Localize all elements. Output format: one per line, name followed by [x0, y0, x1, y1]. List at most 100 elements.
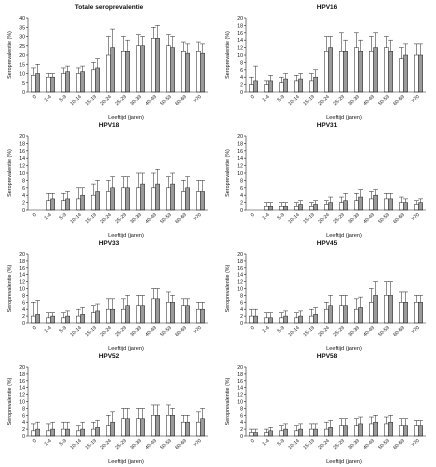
- bar: [76, 430, 81, 437]
- y-tick-label: 6: [22, 300, 25, 306]
- bar: [384, 198, 389, 211]
- bar: [358, 51, 363, 93]
- bar: [95, 67, 100, 93]
- bar: [46, 76, 51, 93]
- x-tick-label: 60-69: [392, 325, 406, 338]
- bar: [151, 298, 156, 324]
- bar: [313, 428, 318, 437]
- bar: [369, 302, 374, 324]
- y-tick-label: 18: [237, 141, 243, 147]
- x-tick-label: 40-49: [362, 438, 376, 451]
- bar: [264, 84, 269, 93]
- y-tick-label: 18: [19, 141, 25, 147]
- bar: [35, 73, 40, 93]
- bar: [324, 51, 329, 93]
- x-tick-label: 50-59: [377, 212, 391, 225]
- bar: [298, 78, 303, 93]
- y-axis-label: Seroprevalentie (%): [7, 31, 13, 79]
- y-tick-label: 0: [240, 208, 243, 214]
- y-tick-label: 12: [19, 393, 25, 399]
- x-tick-label: 50-59: [159, 325, 173, 338]
- x-tick-label: 10-14: [287, 212, 301, 225]
- chart-title: HPV58: [316, 353, 338, 360]
- x-tick-label: >70: [193, 94, 203, 104]
- x-axis-label: Leeftijd (jaren): [326, 459, 362, 465]
- bar: [125, 418, 130, 437]
- x-tick-label: 15-19: [302, 94, 316, 107]
- bar: [151, 187, 156, 211]
- y-tick-label: 12: [237, 164, 243, 170]
- bar: [196, 51, 201, 93]
- y-tick-label: 2: [240, 201, 243, 207]
- x-tick-label: 30-39: [347, 212, 361, 225]
- x-tick-label: 50-59: [159, 94, 173, 107]
- bar: [125, 51, 130, 93]
- bar: [339, 305, 344, 324]
- x-tick-label: 15-19: [302, 325, 316, 338]
- bar: [80, 428, 85, 437]
- x-tick-label: 20-24: [99, 438, 113, 451]
- x-tick-label: 5-9: [276, 212, 286, 221]
- y-tick-label: 20: [237, 252, 243, 258]
- bar: [91, 428, 96, 437]
- chart-svg: 0 5 10 15 20 25 30 35 40 Seroprevalentie (%) 0 1-4 5…: [7, 16, 208, 121]
- x-tick-label: >70: [193, 438, 203, 448]
- y-tick-label: 6: [22, 413, 25, 419]
- bar: [399, 302, 404, 324]
- x-tick-label: 1-4: [43, 325, 53, 334]
- bar: [418, 425, 423, 437]
- x-tick-label: 40-49: [362, 212, 376, 225]
- y-tick-label: 10: [19, 171, 25, 177]
- bar: [35, 314, 40, 324]
- y-tick-label: 14: [19, 386, 25, 392]
- bar: [313, 204, 318, 211]
- bar: [324, 204, 329, 211]
- x-tick-label: 25-29: [114, 325, 128, 338]
- y-tick-label: 4: [22, 420, 25, 426]
- y-tick-label: 20: [19, 365, 25, 371]
- y-tick-label: 10: [237, 53, 243, 59]
- x-tick-label: 25-29: [332, 438, 346, 451]
- bar: [418, 202, 423, 211]
- bar: [166, 302, 171, 324]
- y-tick-label: 5: [22, 81, 25, 87]
- bar: [294, 430, 299, 437]
- bar: [354, 308, 359, 324]
- bar: [283, 78, 288, 93]
- x-tick-label: 15-19: [84, 325, 98, 338]
- y-tick-label: 0: [22, 208, 25, 214]
- bar: [80, 71, 85, 93]
- y-tick-label: 10: [237, 287, 243, 293]
- bar: [354, 425, 359, 437]
- y-tick-label: 6: [240, 413, 243, 419]
- y-tick-label: 2: [240, 427, 243, 433]
- bar: [384, 423, 389, 437]
- bar: [369, 51, 374, 93]
- bar: [268, 206, 273, 211]
- y-axis-label: Seroprevalentie (%): [225, 31, 231, 79]
- bar: [170, 183, 175, 211]
- y-tick-label: 4: [240, 420, 243, 426]
- x-tick-label: 20-24: [317, 94, 331, 107]
- bar: [181, 421, 186, 437]
- x-tick-label: 15-19: [302, 438, 316, 451]
- bar: [110, 187, 115, 211]
- bar: [294, 80, 299, 93]
- chart-title: HPV18: [98, 122, 120, 129]
- x-tick-label: 5-9: [276, 325, 286, 334]
- x-axis-label: Leeftijd (jaren): [108, 115, 144, 121]
- bar: [283, 428, 288, 437]
- chart-title: HPV33: [98, 240, 120, 247]
- y-tick-label: 16: [237, 379, 243, 385]
- y-tick-label: 6: [240, 68, 243, 74]
- x-tick-label: 1-4: [43, 212, 53, 221]
- bar: [106, 191, 111, 211]
- x-tick-label: 1-4: [261, 212, 271, 221]
- y-axis-label: Seroprevalentie (%): [7, 377, 13, 425]
- bar: [249, 432, 254, 437]
- y-tick-label: 12: [237, 280, 243, 286]
- chart-title: Totale seroprevalentie: [74, 4, 144, 11]
- bar: [50, 76, 55, 93]
- y-tick-label: 30: [19, 35, 25, 41]
- bar: [125, 187, 130, 211]
